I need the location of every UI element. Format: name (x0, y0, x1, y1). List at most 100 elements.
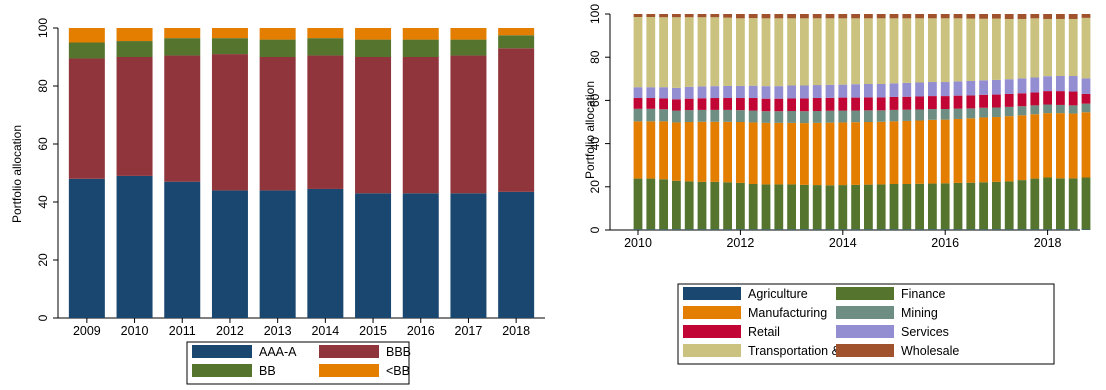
bar-segment-finance-2016 (940, 183, 950, 230)
bar-segment-manufacturing-2018 (1043, 113, 1052, 178)
bar-segment-transportation-utilities-2017 (992, 18, 1001, 80)
bar-segment-finance-2012.25 (748, 183, 758, 230)
bar-segment-agriculture-2012.25 (748, 229, 758, 230)
left-legend-swatch-bbb (319, 345, 379, 358)
bar-segment-agriculture-2018.5 (1068, 229, 1078, 230)
bar-segment-finance-2018.5 (1068, 178, 1078, 230)
bar-segment-retail-2010.75 (672, 99, 681, 111)
bar-segment-manufacturing-2010.75 (672, 122, 681, 181)
bar-segment-transportation-utilities-2016 (940, 18, 950, 83)
bar-segment-services-2018.25 (1056, 75, 1065, 92)
bar-segment-agriculture-2018.25 (1056, 229, 1065, 230)
bar-segment-services-2013 (787, 85, 796, 99)
bar-segment-agriculture-2014.75 (876, 229, 886, 230)
right-chart-industry: Portfolio allocation 0 20 40 60 80 100 2010 201… (583, 4, 1091, 365)
bar-segment-manufacturing-2017 (992, 117, 1001, 182)
bar-segment-transportation-utilities-2012.25 (748, 18, 758, 86)
left-x-tick-label-2018: 2018 (502, 324, 530, 338)
bar-segment-finance-2013.5 (812, 185, 822, 230)
bar-segment-transportation-utilities-2010.75 (672, 17, 681, 88)
bar-segment-transportation-utilities-2016.75 (979, 18, 988, 81)
bar-segment-finance-2011.75 (723, 182, 732, 230)
bar-segment-wholesale-2010.5 (659, 14, 668, 18)
bar-segment-wholesale-2010 (633, 14, 643, 18)
bar-segment-wholesale-2012.5 (761, 14, 771, 19)
bar-segment-retail-2010.25 (646, 98, 656, 109)
right-legend-label-wholesale: Wholesale (901, 344, 959, 358)
bar-segment-mining-2013 (787, 110, 796, 123)
bar-segment-finance-2015 (889, 183, 899, 230)
bar-segment-services-2011.25 (697, 86, 707, 99)
bar-segment-transportation-utilities-2013.5 (812, 18, 822, 86)
left-x-tick-label-2010: 2010 (121, 324, 149, 338)
bar-segment-retail-2012.75 (774, 98, 784, 112)
bar-segment-transportation-utilities-2013.25 (800, 18, 809, 86)
left-y-tick-label: 100 (36, 18, 50, 38)
bar-segment-services-2012.75 (774, 86, 784, 99)
bar-segment-wholesale-2014 (838, 14, 848, 19)
bar-segment-agriculture-2015.25 (902, 229, 912, 230)
bar-segment-mining-2017.5 (1017, 106, 1027, 116)
bar-segment-finance-2013.75 (825, 185, 835, 230)
bar-segment-bb-2012 (211, 28, 248, 39)
bar-segment-agriculture-2013.75 (825, 229, 835, 230)
bar-segment-services-2015.25 (902, 82, 912, 97)
bar-segment-retail-2014.5 (864, 97, 873, 111)
bar-segment-services-2016.25 (953, 81, 963, 96)
bar-segment-finance-2017.5 (1017, 180, 1027, 230)
left-legend-swatch-aaa-a (192, 345, 252, 358)
bar-segment-bbb-2015 (355, 57, 392, 194)
bar-segment-transportation-utilities-2010.25 (646, 17, 656, 88)
bar-segment-manufacturing-2018.5 (1068, 113, 1078, 179)
bar-segment-transportation-utilities-2011.25 (697, 17, 707, 87)
right-legend-label-services: Services (901, 325, 949, 339)
bar-segment-mining-2018.75 (1081, 103, 1091, 113)
right-x-tick-label-2010: 2010 (624, 236, 652, 250)
bar-segment-wholesale-2015.25 (902, 14, 912, 19)
left-x-tick-label-2014: 2014 (311, 324, 339, 338)
bar-segment-transportation-utilities-2017.25 (1004, 18, 1014, 80)
bar-segment-finance-2018 (1043, 177, 1052, 230)
bar-segment-services-2010.75 (672, 87, 681, 100)
bar-segment-wholesale-2018.75 (1081, 14, 1091, 18)
bar-segment-mining-2013.5 (812, 110, 822, 123)
bar-segment-agriculture-2015.75 (928, 229, 937, 230)
bar-segment-bb-2015 (355, 28, 392, 40)
left-legend-swatch-bb (319, 364, 379, 377)
left-legend-label-bbb: BBB (386, 345, 411, 359)
left-x-tick-label-2009: 2009 (73, 324, 101, 338)
bar-segment-retail-2015 (889, 96, 899, 110)
bar-segment-aaa-a-2016 (402, 193, 439, 318)
bar-segment-manufacturing-2012 (736, 122, 745, 183)
right-x-tick-label-2014: 2014 (829, 236, 857, 250)
bar-segment-agriculture-2012.5 (761, 229, 771, 230)
bar-segment-services-2012.25 (748, 85, 758, 99)
bar-segment-finance-2015.5 (915, 183, 924, 230)
bar-segment-bb-2011 (164, 38, 201, 56)
bar-segment-manufacturing-2011.25 (697, 121, 707, 182)
bar-segment-mining-2012.75 (774, 111, 784, 123)
bar-segment-wholesale-2017.25 (1004, 14, 1014, 19)
bar-segment-agriculture-2011.25 (697, 229, 707, 230)
bar-segment-bbb-2012 (211, 54, 248, 191)
bar-segment-retail-2011.25 (697, 98, 707, 110)
bar-segment-manufacturing-2016 (940, 119, 950, 184)
bar-segment-finance-2014.75 (876, 184, 886, 230)
bar-segment-mining-2016.5 (966, 108, 976, 119)
bar-segment-mining-2013.25 (800, 111, 809, 124)
bar-segment-retail-2012.25 (748, 98, 758, 111)
bar-segment-wholesale-2014.25 (851, 14, 860, 19)
bar-segment-agriculture-2016.25 (953, 229, 963, 230)
bar-segment-mining-2011 (684, 110, 694, 122)
bar-segment-agriculture-2017 (992, 229, 1001, 230)
bar-segment-wholesale-2010.25 (646, 14, 656, 18)
bar-segment-finance-2014.5 (864, 184, 873, 230)
bar-segment-agriculture-2013.5 (812, 229, 822, 230)
bar-segment-finance-2012.75 (774, 184, 784, 230)
bar-segment-finance-2010.25 (646, 178, 656, 230)
bar-segment-finance-2014.25 (851, 184, 860, 230)
bar-segment-transportation-utilities-2014 (838, 18, 848, 85)
bar-segment-services-2010.25 (646, 87, 656, 99)
bar-segment-agriculture-2017.75 (1030, 229, 1040, 230)
